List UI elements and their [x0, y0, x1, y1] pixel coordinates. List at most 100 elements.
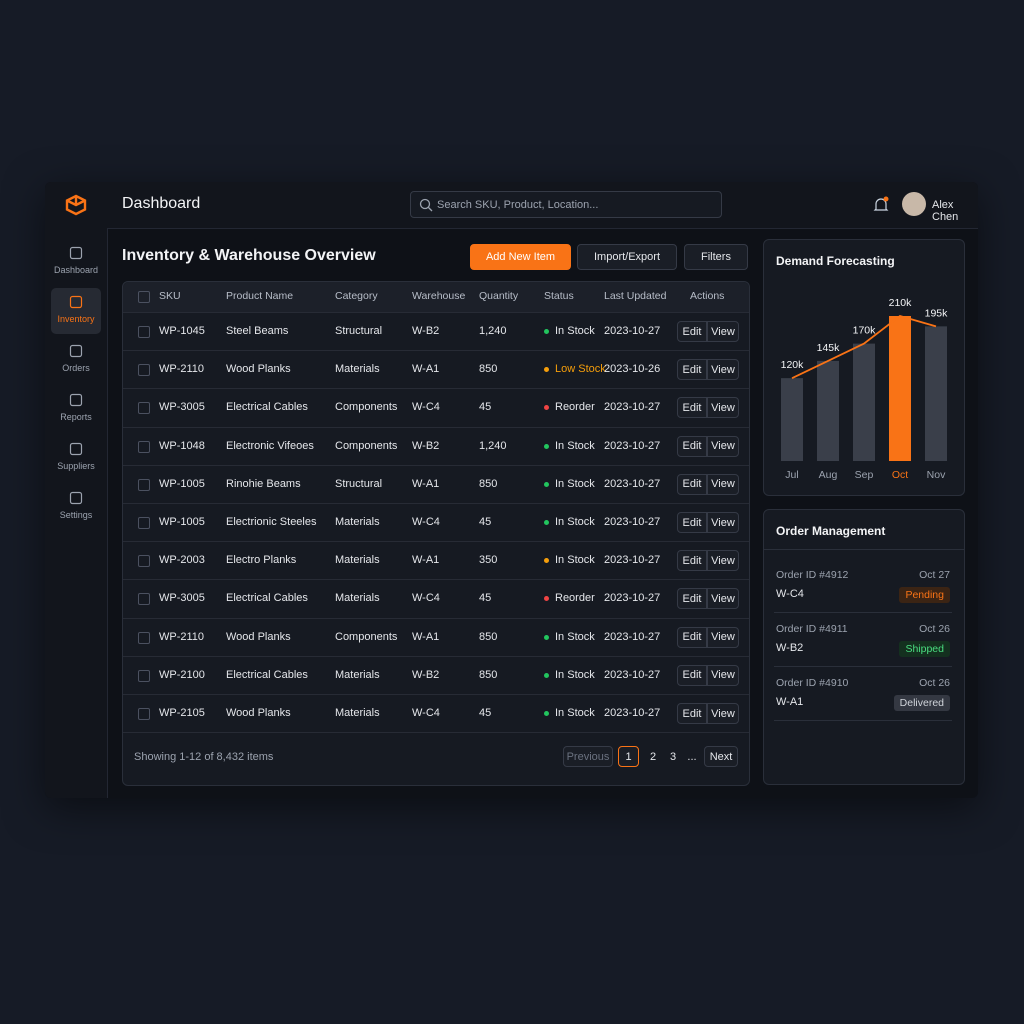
table-row: WP-1045 Steel Beams Structural W-B2 1,240 In …	[123, 312, 749, 351]
row-action[interactable]: Edit	[677, 435, 707, 457]
toolbar-button[interactable]: Add New Item	[470, 244, 571, 270]
checkbox[interactable]	[138, 669, 150, 682]
toolbar-button[interactable]: Import/Export	[577, 244, 677, 270]
nav-item[interactable]: Settings	[51, 484, 101, 530]
checkbox[interactable]	[138, 402, 150, 415]
user-name[interactable]: Alex Chen	[932, 199, 959, 223]
nav-icon	[69, 295, 83, 309]
row-action[interactable]: View	[707, 703, 739, 724]
row-action[interactable]: View	[707, 473, 739, 495]
search-icon	[419, 198, 433, 212]
search-box[interactable]: Search SKU, Product, Location...	[410, 191, 722, 218]
table-cell: W-C4	[412, 592, 440, 605]
nav-item[interactable]: Inventory	[51, 288, 101, 334]
row-action[interactable]: Edit	[677, 397, 707, 419]
checkbox[interactable]	[138, 555, 150, 568]
nav-label: Suppliers	[57, 461, 95, 471]
status-dot	[544, 672, 549, 678]
order-item[interactable]: Order ID #4912 Oct 27 W-C4 Pending	[774, 558, 952, 613]
checkbox[interactable]	[138, 291, 150, 303]
table-row: WP-3005 Electrical Cables Components W-C4 45…	[123, 388, 749, 427]
data-label: 120k	[781, 359, 805, 371]
table-cell: In Stock	[555, 516, 595, 528]
checkbox[interactable]	[138, 440, 150, 453]
checkbox[interactable]	[138, 478, 150, 491]
row-action[interactable]: Edit	[677, 703, 707, 724]
row-action[interactable]: Edit	[677, 512, 707, 533]
column-header: Status	[544, 290, 574, 302]
table-cell: Electro Planks	[226, 554, 297, 567]
toolbar-button[interactable]: Filters	[684, 244, 748, 270]
row-action[interactable]: View	[707, 626, 739, 648]
app-window: Dashboard Inventory Orders Reports Suppliers…	[45, 182, 978, 798]
section-title: Inventory & Warehouse Overview	[122, 247, 376, 264]
row-action[interactable]: Edit	[677, 588, 707, 610]
checkbox[interactable]	[138, 593, 150, 606]
nav-item[interactable]: Suppliers	[51, 435, 101, 481]
row-action[interactable]: Edit	[677, 321, 707, 342]
status-dot	[544, 481, 549, 487]
row-action[interactable]: Edit	[677, 359, 707, 381]
table-cell: W-A1	[412, 554, 440, 567]
checkbox[interactable]	[138, 708, 150, 720]
nav-item[interactable]: Dashboard	[51, 239, 101, 285]
row-action[interactable]: View	[707, 664, 739, 686]
table-cell: 2023-10-27	[604, 516, 661, 528]
trend-line	[791, 315, 937, 379]
order-item[interactable]: Order ID #4911 Oct 26 W-B2 Shipped	[774, 612, 952, 667]
icon-shape	[69, 442, 83, 456]
row-action[interactable]: Edit	[677, 664, 707, 686]
table-cell: Materials	[335, 707, 380, 719]
row-action[interactable]: View	[707, 588, 739, 610]
pagination-button[interactable]: 1	[618, 746, 639, 767]
pagination-button[interactable]: Next	[704, 746, 738, 767]
notification-bell[interactable]	[873, 196, 889, 214]
bar	[781, 378, 803, 461]
nav-item[interactable]: Reports	[51, 386, 101, 432]
pagination-button[interactable]: 2	[649, 750, 657, 763]
table-cell: In Stock	[555, 630, 595, 643]
status-badge: Pending	[899, 587, 950, 603]
table-cell: 45	[479, 401, 492, 414]
row-action[interactable]: View	[707, 359, 739, 381]
checkbox[interactable]	[138, 517, 150, 529]
table-row: WP-1048 Electronic Vifeoes Components W-B2 1…	[123, 426, 749, 466]
table-cell: Materials	[335, 592, 380, 605]
table-cell: W-C4	[412, 516, 440, 528]
table-cell: W-C4	[412, 401, 440, 414]
row-action[interactable]: View	[707, 397, 739, 419]
table-cell: Components	[335, 630, 398, 643]
nav-icon	[69, 246, 83, 260]
table-cell: Structural	[335, 325, 383, 337]
row-action[interactable]: View	[707, 512, 739, 533]
pagination-button[interactable]: 3	[669, 750, 677, 763]
pagination-button[interactable]: Previous	[563, 746, 613, 767]
table-cell: WP-2100	[159, 668, 205, 681]
table-cell: WP-3005	[159, 401, 205, 414]
x-tick-label: Sep	[855, 469, 874, 481]
row-action[interactable]: View	[707, 435, 739, 457]
table-cell: WP-2105	[159, 707, 205, 719]
nav-item[interactable]: Orders	[51, 337, 101, 383]
table-row: WP-1005 Rinohie Beams Structural W-A1 850 In …	[123, 464, 749, 504]
order-item[interactable]: Order ID #4910 Oct 26 W-A1 Delivered	[774, 666, 952, 721]
checkbox[interactable]	[138, 631, 150, 644]
icon-shape	[69, 246, 83, 260]
row-action[interactable]: Edit	[677, 550, 707, 572]
page-title: Dashboard	[122, 195, 201, 212]
row-action[interactable]: Edit	[677, 626, 707, 648]
row-action[interactable]: Edit	[677, 473, 707, 495]
table-cell: 850	[479, 363, 498, 376]
checkbox[interactable]	[138, 364, 150, 377]
pagination-button[interactable]: ...	[687, 750, 697, 763]
order-warehouse: W-B2	[776, 642, 804, 654]
table-cell: Structural	[335, 477, 383, 490]
checkbox[interactable]	[138, 326, 150, 338]
divider	[764, 549, 964, 550]
row-action[interactable]: View	[707, 321, 739, 342]
avatar[interactable]	[902, 192, 926, 216]
order-id: Order ID #4911	[776, 623, 848, 635]
status-dot	[544, 634, 549, 640]
table-cell: W-A1	[412, 363, 440, 376]
row-action[interactable]: View	[707, 550, 739, 572]
